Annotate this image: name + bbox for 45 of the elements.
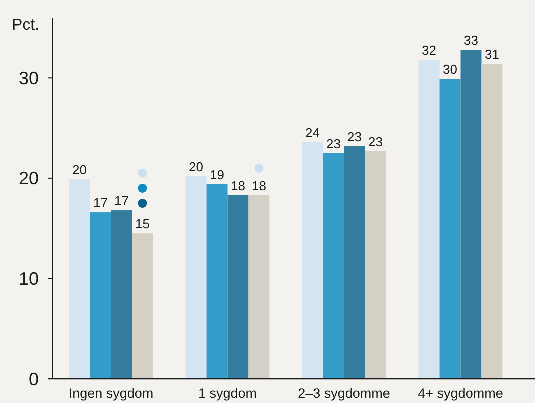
x-tick-label: Ingen sygdom	[68, 386, 154, 401]
data-label: 20	[72, 162, 88, 178]
data-label: 17	[94, 196, 108, 211]
x-tick-label: 4+ sygdomme	[418, 386, 504, 401]
bar	[323, 153, 344, 379]
data-label: 23	[348, 129, 362, 144]
y-tick-label: 30	[18, 68, 39, 88]
y-tick-label: 10	[18, 269, 39, 290]
y-tick-label: 0	[28, 369, 39, 390]
data-label: 18	[252, 178, 266, 194]
data-label: 20	[189, 159, 204, 174]
y-axis-title: Pct.	[12, 17, 40, 34]
bar	[90, 212, 112, 379]
data-label: 17	[114, 194, 129, 209]
bar	[418, 60, 440, 379]
data-label: 23	[368, 134, 383, 150]
data-label: 23	[326, 136, 341, 152]
bar	[344, 146, 366, 379]
bar	[460, 50, 482, 379]
point	[138, 168, 148, 178]
bar	[206, 184, 228, 379]
bar	[248, 195, 270, 379]
bar	[440, 79, 461, 379]
bar	[111, 210, 132, 379]
data-label: 32	[422, 43, 437, 58]
bar	[228, 195, 249, 379]
point	[138, 199, 148, 208]
x-tick-label: 1 sygdom	[198, 386, 258, 401]
point	[138, 184, 148, 193]
data-label: 19	[210, 167, 224, 182]
bar	[132, 234, 154, 379]
data-label: 31	[484, 47, 500, 62]
bar	[482, 64, 503, 379]
x-tick-label: 2–3 sygdomme	[298, 386, 390, 401]
data-label: 18	[231, 178, 246, 194]
bar	[302, 142, 324, 379]
bar	[186, 176, 207, 379]
y-tick-label: 20	[18, 168, 39, 189]
data-label: 30	[443, 62, 458, 78]
point	[254, 164, 264, 173]
data-label: 24	[306, 125, 320, 140]
data-label: 33	[464, 33, 478, 48]
data-label: 15	[135, 216, 150, 232]
bar	[365, 151, 386, 379]
bar	[69, 179, 90, 379]
